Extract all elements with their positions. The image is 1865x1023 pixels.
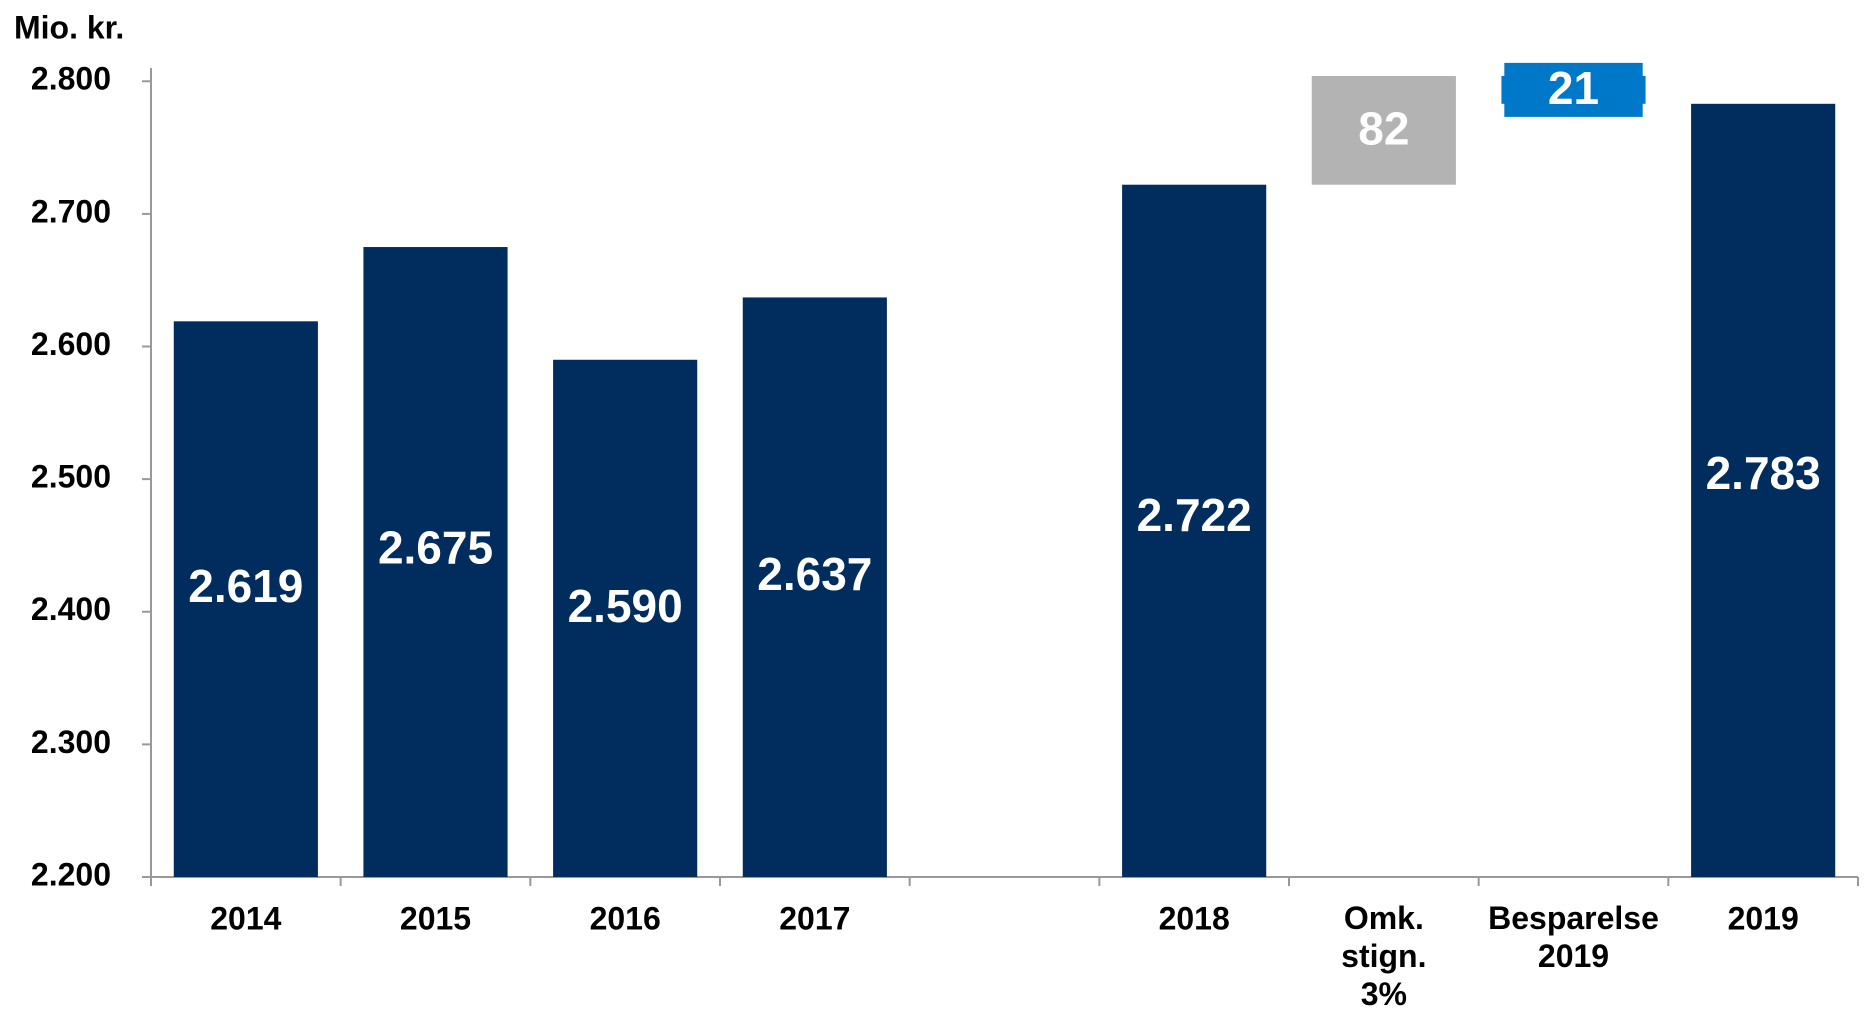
value-label: 21 (1548, 62, 1599, 114)
x-tick-label: Besparelse 2019 (1488, 900, 1659, 974)
bar (742, 297, 887, 877)
bar (1122, 184, 1267, 877)
label-box (1504, 62, 1643, 117)
bar (1691, 103, 1836, 877)
x-tick-label: 2015 (400, 900, 471, 936)
value-label: 2.637 (757, 548, 872, 600)
bar (553, 359, 698, 877)
y-tick-label: 2.800 (31, 61, 111, 97)
value-label: 2.722 (1137, 489, 1252, 541)
y-tick-label: 2.200 (31, 856, 111, 892)
x-tick-label: Omk. stign. 3% (1341, 900, 1426, 1012)
value-label: 2.619 (188, 560, 303, 612)
value-label: 82 (1358, 102, 1409, 154)
y-tick-label: 2.300 (31, 724, 111, 760)
x-tick-label: 2018 (1159, 900, 1230, 936)
bar (173, 321, 318, 878)
value-label: 2.783 (1706, 447, 1821, 499)
y-axis-label: Mio. kr. (14, 9, 124, 45)
x-tick-label: 2017 (779, 900, 850, 936)
x-tick-label: 2016 (590, 900, 661, 936)
value-label: 2.590 (568, 580, 683, 632)
x-tick-label: 2014 (210, 900, 281, 936)
y-tick-label: 2.700 (31, 193, 111, 229)
y-tick-label: 2.500 (31, 459, 111, 495)
y-tick-label: 2.600 (31, 326, 111, 362)
value-label: 2.675 (378, 522, 493, 574)
x-tick-label: 2019 (1728, 900, 1799, 936)
bar (1311, 75, 1456, 185)
bar (363, 247, 508, 877)
y-tick-label: 2.400 (31, 591, 111, 627)
